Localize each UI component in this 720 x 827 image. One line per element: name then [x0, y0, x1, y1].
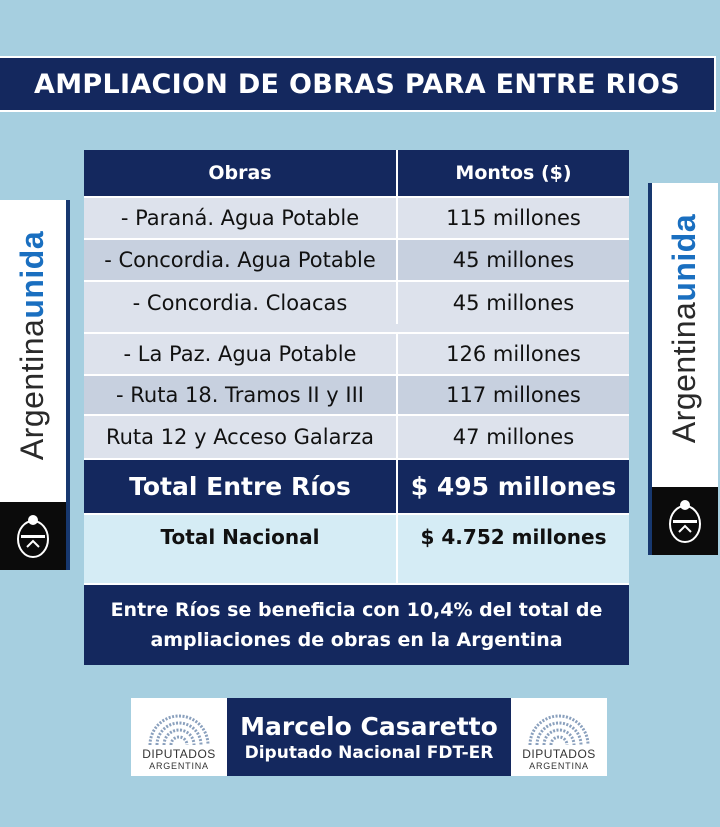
monto-cell: 117 millones	[446, 383, 581, 407]
deputy-name: Marcelo Casaretto	[240, 711, 498, 741]
national-seal-icon	[0, 502, 66, 570]
chamber-icon	[528, 714, 590, 746]
table-row: - Concordia. Agua Potable 45 millones	[84, 240, 629, 282]
table-row: - Ruta 18. Tramos II y III 117 millones	[84, 376, 629, 416]
signature-block: DIPUTADOS ARGENTINA Marcelo Casaretto Di…	[131, 698, 607, 776]
table-header-row: Obras Montos ($)	[84, 150, 629, 198]
table-row: Ruta 12 y Acceso Galarza 47 millones	[84, 416, 629, 460]
argentina-unida-logo: Argentinaunida	[652, 183, 718, 473]
obra-cell: - Concordia. Cloacas	[84, 282, 398, 324]
obra-cell: Ruta 12 y Acceso Galarza	[84, 416, 398, 458]
total-entre-rios-row: Total Entre Ríos $ 495 millones	[84, 460, 629, 515]
monto-cell: 47 millones	[452, 425, 575, 449]
table-row: - Concordia. Cloacas 45 millones	[84, 282, 629, 334]
signature-text: Marcelo Casaretto Diputado Nacional FDT-…	[227, 712, 511, 763]
logo-line2: ARGENTINA	[529, 761, 589, 771]
national-seal-icon	[652, 487, 718, 555]
monto-cell: 45 millones	[452, 291, 575, 315]
total-nacional-row: Total Nacional $ 4.752 millones	[84, 515, 629, 585]
page-title: AMPLIACION DE OBRAS PARA ENTRE RIOS	[0, 56, 716, 112]
obra-cell: - Concordia. Agua Potable	[84, 240, 398, 280]
obra-cell: - La Paz. Agua Potable	[84, 334, 398, 374]
monto-cell: 45 millones	[452, 248, 575, 272]
diputados-logo: DIPUTADOS ARGENTINA	[131, 698, 227, 776]
total-nacional-value: $ 4.752 millones	[420, 525, 607, 549]
monto-cell: 115 millones	[446, 206, 581, 230]
total-nacional-label: Total Nacional	[84, 515, 398, 585]
argentina-unida-banner-left: Argentinaunida	[0, 200, 70, 570]
brand-word-unida: unida	[14, 230, 51, 319]
header-montos: Montos ($)	[455, 162, 572, 184]
brand-word-unida: unida	[666, 213, 703, 302]
brand-word-argentina: Argentina	[666, 301, 703, 443]
table-row: - Paraná. Agua Potable 115 millones	[84, 198, 629, 240]
logo-line1: DIPUTADOS	[142, 747, 216, 761]
header-obras: Obras	[84, 150, 398, 196]
total-er-value: $ 495 millones	[410, 472, 617, 501]
deputy-role: Diputado Nacional FDT-ER	[244, 742, 494, 763]
obras-table: Obras Montos ($) - Paraná. Agua Potable …	[84, 150, 629, 665]
logo-line1: DIPUTADOS	[522, 747, 596, 761]
argentina-unida-banner-right: Argentinaunida	[648, 183, 718, 555]
monto-cell: 126 millones	[446, 342, 581, 366]
total-er-label: Total Entre Ríos	[84, 460, 398, 513]
logo-line2: ARGENTINA	[149, 761, 209, 771]
obra-cell: - Paraná. Agua Potable	[84, 198, 398, 238]
diputados-logo: DIPUTADOS ARGENTINA	[511, 698, 607, 776]
footnote: Entre Ríos se beneficia con 10,4% del to…	[84, 585, 629, 665]
table-row: - La Paz. Agua Potable 126 millones	[84, 334, 629, 376]
brand-word-argentina: Argentina	[14, 318, 51, 460]
chamber-icon	[148, 714, 210, 746]
obra-cell: - Ruta 18. Tramos II y III	[84, 376, 398, 414]
argentina-unida-logo: Argentinaunida	[0, 200, 66, 490]
